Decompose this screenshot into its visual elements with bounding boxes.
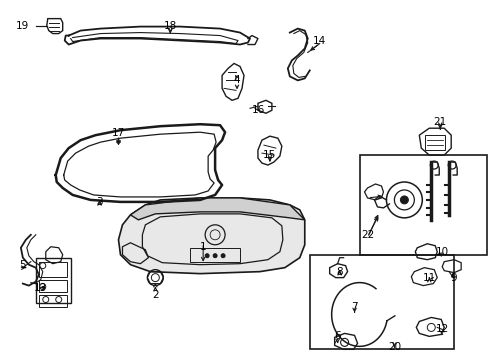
Text: 9: 9	[449, 273, 456, 283]
Text: 15: 15	[263, 150, 276, 160]
Text: 2: 2	[152, 289, 158, 300]
Text: 4: 4	[233, 75, 240, 85]
Text: 19: 19	[16, 21, 29, 31]
Text: 10: 10	[435, 247, 448, 257]
Polygon shape	[130, 198, 304, 220]
Text: 8: 8	[336, 267, 342, 276]
Circle shape	[213, 254, 217, 258]
Text: 22: 22	[360, 230, 373, 240]
Text: 16: 16	[251, 105, 264, 115]
Text: 1: 1	[200, 242, 206, 252]
Bar	[425, 135, 444, 150]
Text: 7: 7	[350, 302, 357, 311]
Text: 18: 18	[163, 21, 177, 31]
Text: 12: 12	[435, 324, 448, 334]
Bar	[39, 262, 66, 276]
Circle shape	[221, 254, 224, 258]
Text: 11: 11	[422, 273, 435, 283]
Circle shape	[205, 254, 209, 258]
Text: 21: 21	[433, 117, 446, 127]
Bar	[309, 255, 453, 349]
Text: 6: 6	[334, 332, 340, 341]
Bar	[39, 294, 66, 306]
Bar	[190, 248, 240, 262]
Circle shape	[400, 196, 407, 204]
Bar	[36, 258, 71, 302]
Text: 3: 3	[96, 197, 102, 207]
Text: 5: 5	[20, 260, 26, 270]
Bar	[359, 155, 486, 255]
Text: 14: 14	[312, 36, 325, 46]
Text: 20: 20	[387, 342, 400, 352]
Text: 17: 17	[112, 128, 125, 138]
Text: 13: 13	[34, 283, 47, 293]
Bar	[39, 280, 66, 292]
Polygon shape	[118, 198, 304, 274]
